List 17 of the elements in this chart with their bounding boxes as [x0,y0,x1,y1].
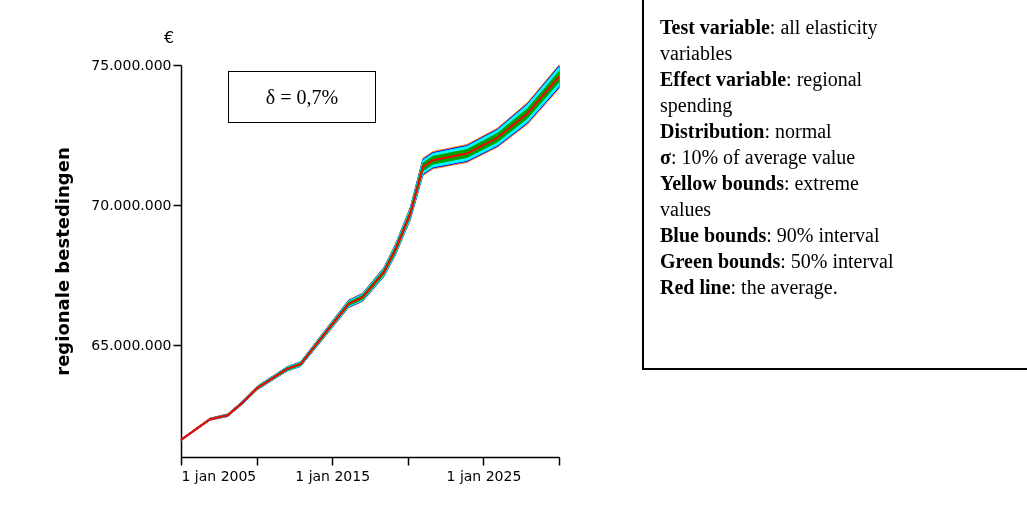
y-tick-label: 70.000.000 [91,196,172,213]
text: Green bounds: 50% interval [660,249,895,274]
x-tick-label: 1 jan 2015 [295,467,371,484]
text: Blue bounds: 90% interval [660,223,881,248]
text: Yellow bounds: extreme values [660,172,859,220]
text: € [164,28,175,47]
x-tick-label: 1 jan 2025 [446,467,522,484]
annotation: δ = 0,7% [228,71,376,123]
text: Distribution: normal [660,119,833,144]
y-axis-title: regionale bestedingen [52,147,74,376]
text: Effect variable: regional spending [660,68,863,116]
text: σ: 10% of average value [660,145,857,170]
text: Test variable: all elasticity variables [660,16,878,64]
x-tick-label: 1 jan 2005 [181,467,257,484]
text: Red line: the average. [660,275,839,300]
y-tick-label: 75.000.000 [91,56,172,73]
y-tick-label: 65.000.000 [91,336,172,353]
